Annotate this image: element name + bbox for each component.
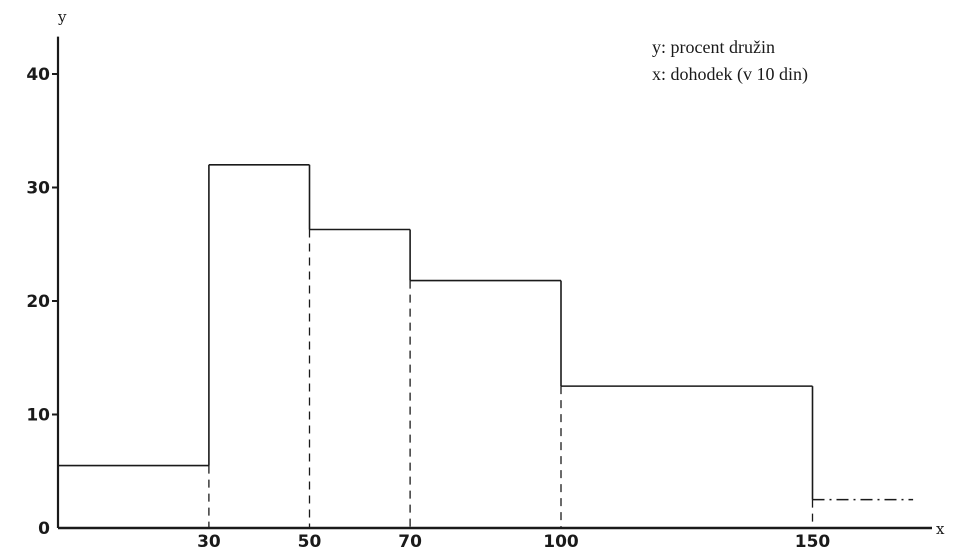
legend: y: procent družin x: dohodek (v 10 din) (652, 37, 808, 85)
x-tick-label-30: 30 (197, 532, 221, 551)
legend-entry-y: y: procent družin (652, 37, 775, 57)
y-axis-label: y (57, 8, 67, 26)
x-axis-label: x (936, 520, 945, 538)
x-tick-label-70: 70 (398, 532, 422, 551)
y-tick-label-10: 10 (26, 406, 50, 426)
y-tick-label-40: 40 (26, 65, 50, 85)
x-tick-label-50: 50 (298, 532, 322, 551)
y-tick-label-0: 0 (38, 519, 50, 539)
y-tick-label-20: 20 (26, 292, 50, 312)
axes (52, 36, 932, 530)
bins (58, 164, 914, 528)
tick-labels: 0 10 20 30 40 30 50 70 100 150 (26, 65, 830, 551)
legend-entry-x: x: dohodek (v 10 din) (652, 64, 808, 85)
y-tick-label-30: 30 (26, 179, 50, 199)
x-tick-label-150: 150 (795, 532, 831, 551)
x-tick-label-100: 100 (543, 532, 579, 551)
